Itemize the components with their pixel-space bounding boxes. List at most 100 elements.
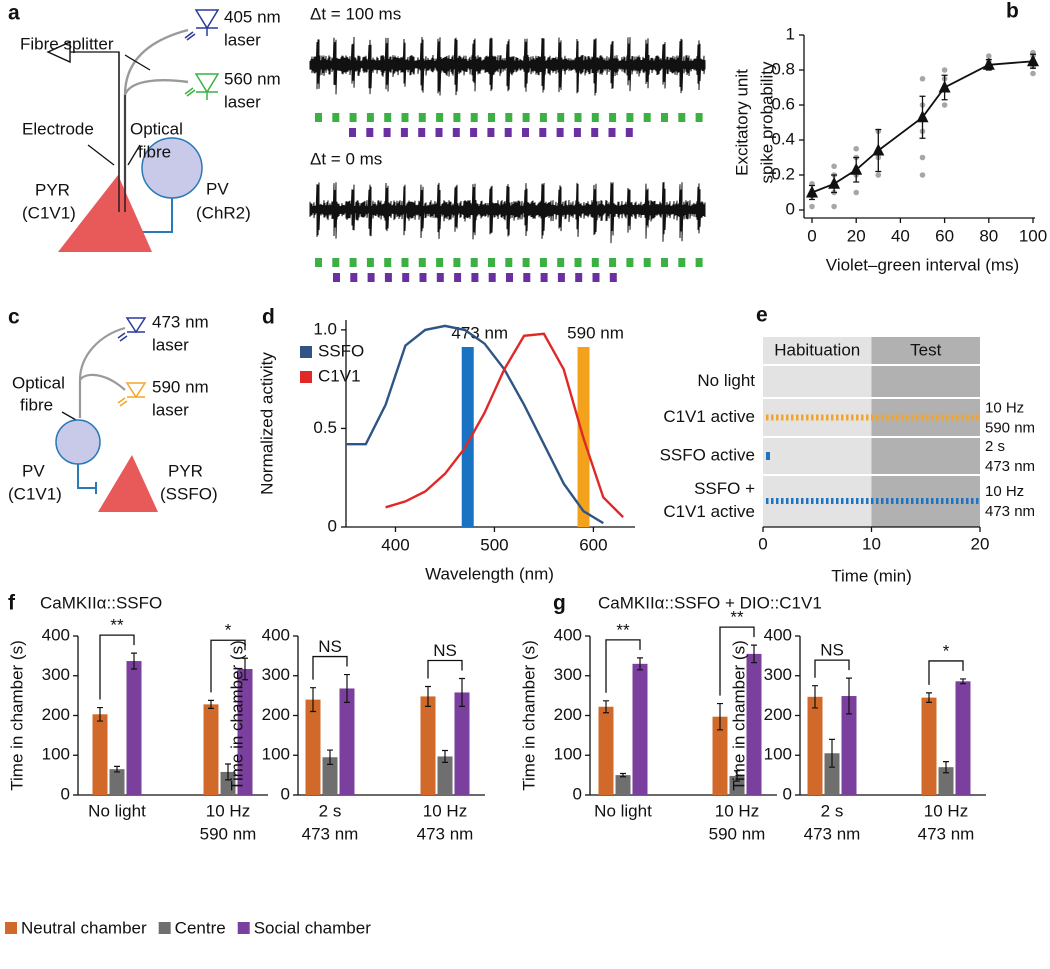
light-pulse xyxy=(961,498,964,504)
row-label: No light xyxy=(697,371,755,390)
light-pulse xyxy=(921,498,924,504)
violet-pulse xyxy=(592,273,600,282)
light-pulse xyxy=(786,414,789,421)
light-pulse xyxy=(791,498,794,504)
data-point xyxy=(919,154,926,161)
green-pulse xyxy=(315,258,322,267)
marker xyxy=(938,80,951,93)
violet-pulse xyxy=(435,128,443,137)
bar xyxy=(420,696,436,795)
bar xyxy=(598,706,614,795)
panel-title: CaMKIIα::SSFO + DIO::C1V1 xyxy=(598,593,822,612)
laser-diode xyxy=(125,382,147,399)
data-point xyxy=(831,203,837,210)
significance-label: ** xyxy=(616,620,630,639)
row-label: C1V1 active xyxy=(663,502,755,521)
light-arrow xyxy=(184,87,196,97)
light-pulse xyxy=(831,414,834,421)
light-arrow xyxy=(117,332,128,342)
error-bar xyxy=(208,699,214,709)
y-axis-label: Time in chamber (s) xyxy=(519,640,538,791)
wavelength-band xyxy=(461,347,474,527)
diagram-label: laser xyxy=(224,92,261,111)
light-pulse xyxy=(881,498,884,504)
green-pulse xyxy=(349,258,357,267)
bar xyxy=(938,767,954,795)
light-pulse xyxy=(971,498,974,504)
light-pulse xyxy=(861,498,864,504)
error-bar xyxy=(425,685,431,707)
light-pulse xyxy=(871,498,874,504)
light-pulse xyxy=(966,498,969,504)
trace-label: Δt = 100 ms xyxy=(310,4,401,23)
bar xyxy=(109,769,125,795)
pv-cell xyxy=(55,419,101,465)
panel-letter: c xyxy=(8,306,20,329)
row-note: 10 Hz xyxy=(985,483,1024,500)
error-bar xyxy=(327,749,333,765)
x-tick-label: 10 Hz xyxy=(924,801,968,820)
x-axis-label: Wavelength (nm) xyxy=(425,564,554,583)
green-pulse xyxy=(695,258,703,267)
significance-bracket xyxy=(814,659,850,678)
marker xyxy=(982,57,995,70)
x-tick-label: 473 nm xyxy=(918,824,975,843)
diagram-label: Optical xyxy=(12,373,65,392)
light-arrow xyxy=(117,397,128,407)
x-tick-label: 473 nm xyxy=(417,824,474,843)
diagram-label: PYR xyxy=(35,180,70,199)
row-note: 2 s xyxy=(985,438,1005,455)
data-point xyxy=(941,102,948,108)
x-tick-label: 10 xyxy=(862,534,881,553)
diagram-label: (C1V1) xyxy=(22,203,76,222)
legend-swatch xyxy=(300,371,312,383)
x-tick-label: 20 xyxy=(847,226,866,245)
light-pulse xyxy=(961,414,964,421)
violet-pulse xyxy=(557,273,565,282)
light-pulse xyxy=(881,414,884,421)
x-tick-label: 10 Hz xyxy=(206,801,250,820)
diagram-label: PV xyxy=(22,461,45,480)
light-pulse xyxy=(866,414,869,421)
light-pulse xyxy=(931,498,934,504)
y-tick-label: 0 xyxy=(281,784,290,803)
bar xyxy=(921,697,937,795)
violet-pulse xyxy=(367,273,375,282)
y-tick-label: 200 xyxy=(554,705,582,724)
violet-pulse xyxy=(540,273,548,282)
diagram-label: 560 nm xyxy=(224,69,281,88)
row-note: 10 Hz xyxy=(985,399,1024,416)
green-pulse xyxy=(418,258,426,267)
light-pulse xyxy=(841,498,844,504)
error-bar xyxy=(637,657,643,671)
light-pulse xyxy=(901,414,904,421)
recording-trace xyxy=(309,36,706,96)
x-tick-label: 10 Hz xyxy=(423,801,467,820)
green-pulse xyxy=(349,113,357,122)
bar xyxy=(955,681,971,795)
bar xyxy=(92,714,108,795)
series-line xyxy=(346,324,604,525)
pyr-cell xyxy=(58,175,152,252)
x-tick-label: 40 xyxy=(891,226,910,245)
marker xyxy=(806,185,818,198)
light-pulse xyxy=(841,414,844,421)
bar xyxy=(615,775,631,795)
light-pulse xyxy=(916,414,919,421)
y-tick-label: 200 xyxy=(262,705,290,724)
light-pulse xyxy=(766,452,770,460)
data-point xyxy=(919,75,926,82)
legend-label: Social chamber xyxy=(254,918,372,937)
bar xyxy=(220,771,236,795)
data-point xyxy=(986,53,992,59)
y-tick-label: 0.4 xyxy=(771,129,795,148)
phase xyxy=(871,337,980,527)
light-pulse xyxy=(816,498,819,504)
light-pulse xyxy=(821,414,824,421)
bar xyxy=(712,716,728,795)
bar xyxy=(454,692,470,795)
light-pulse xyxy=(776,414,779,421)
green-pulse xyxy=(574,113,582,122)
pointer xyxy=(127,144,141,166)
error-bar xyxy=(829,738,835,768)
